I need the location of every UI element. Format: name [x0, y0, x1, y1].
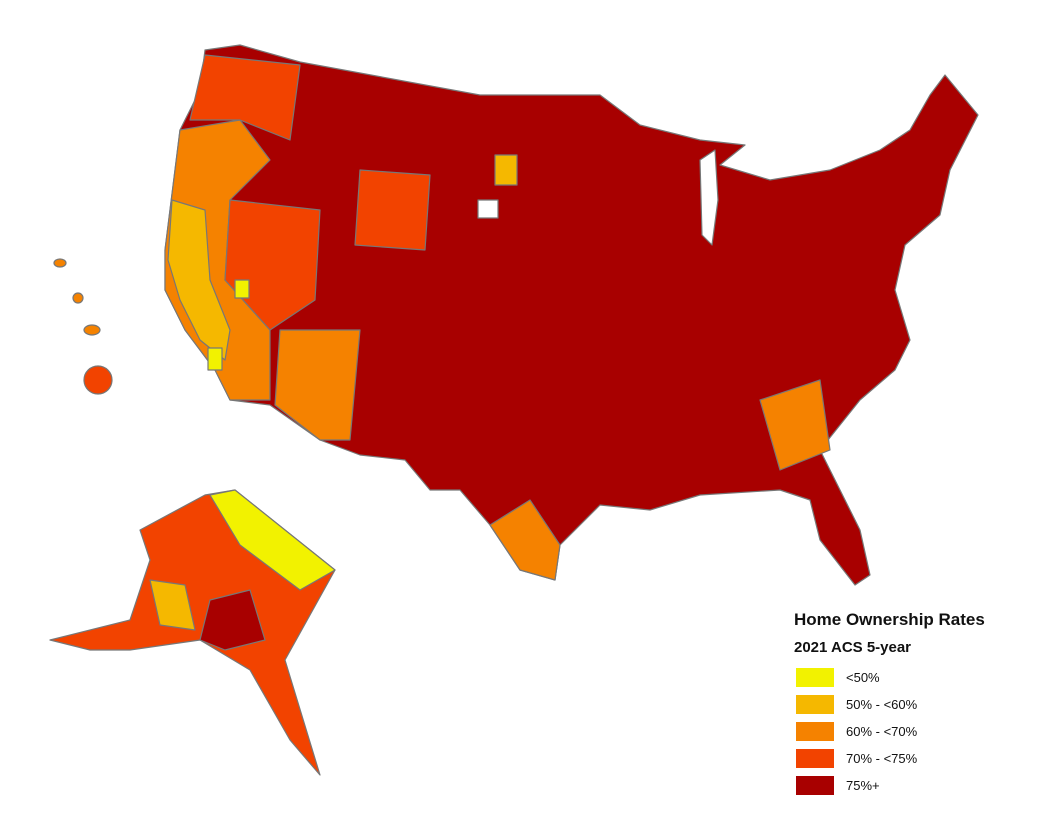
- legend-label: 70% - <75%: [846, 751, 918, 766]
- legend-label: 60% - <70%: [846, 724, 918, 739]
- wyoming: [354, 169, 431, 251]
- legend-swatch: [796, 776, 834, 795]
- legend-swatch: [796, 695, 834, 714]
- legend-item: 60% - <70%: [796, 718, 917, 745]
- legend-label: 75%+: [846, 778, 880, 793]
- pacific-nw: [189, 54, 301, 141]
- texas-coast: [489, 499, 561, 581]
- legend-label: 50% - <60%: [846, 697, 918, 712]
- california-interior: [167, 199, 231, 361]
- yellow-patch: [234, 279, 250, 299]
- alaska-north: [209, 489, 336, 591]
- alaska-west: [149, 579, 196, 631]
- southwest: [274, 329, 361, 441]
- legend-item: <50%: [796, 664, 917, 691]
- hawaii-island: [83, 324, 101, 336]
- legend-swatch: [796, 722, 834, 741]
- west-coast-region: [164, 119, 271, 401]
- legend-swatch: [796, 749, 834, 768]
- yellow-patch: [494, 154, 518, 186]
- legend-title: Home Ownership Rates: [794, 610, 985, 629]
- legend-item: 50% - <60%: [796, 691, 917, 718]
- legend-item: 75%+: [796, 772, 917, 799]
- empty-county: [477, 199, 499, 219]
- southeast-patch: [759, 379, 831, 471]
- hawaii-island: [53, 258, 67, 268]
- alaska-interior: [199, 589, 266, 651]
- hawaii-island: [72, 292, 84, 304]
- legend: <50% 50% - <60% 60% - <70% 70% - <75% 75%+: [796, 664, 917, 799]
- lake-michigan: [699, 149, 719, 246]
- legend-label: <50%: [846, 670, 880, 685]
- legend-item: 70% - <75%: [796, 745, 917, 772]
- hawaii-island: [83, 365, 113, 395]
- legend-subtitle: 2021 ACS 5-year: [794, 639, 912, 656]
- legend-swatch: [796, 668, 834, 687]
- alaska: [49, 489, 336, 776]
- yellow-patch: [207, 347, 223, 371]
